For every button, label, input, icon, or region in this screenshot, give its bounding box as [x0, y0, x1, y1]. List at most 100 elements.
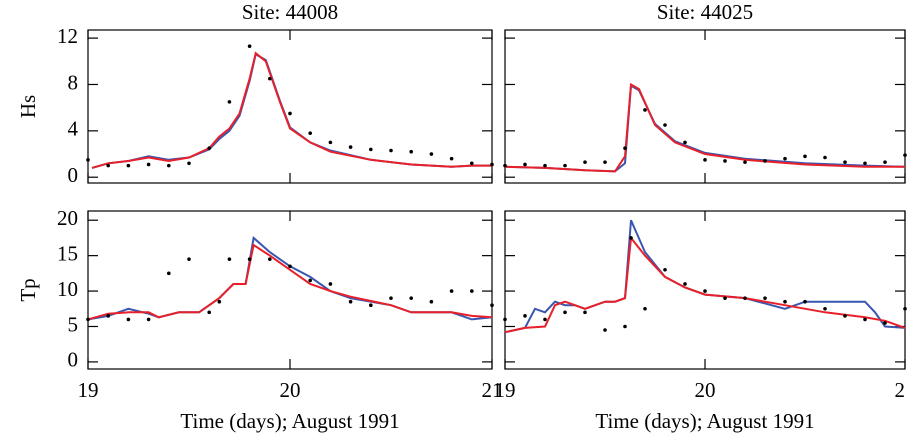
observation-dot	[126, 163, 131, 168]
observation-dot	[167, 163, 171, 168]
observation-dot	[328, 140, 333, 145]
y-tick-label: 8	[68, 70, 79, 94]
observation-dot	[449, 289, 454, 293]
observation-dot	[429, 152, 434, 156]
y-axis-label: Tp	[16, 278, 40, 301]
model-line	[504, 219, 906, 334]
observation-dot	[843, 160, 847, 164]
observation-dot	[490, 303, 494, 308]
observation-dot	[623, 324, 627, 329]
observation-dot	[663, 123, 667, 127]
model-line	[504, 235, 906, 334]
observation-dot	[663, 268, 667, 272]
plot-frame	[87, 210, 493, 370]
observation-dot	[683, 282, 687, 286]
model-line	[91, 52, 492, 169]
observation-dot	[723, 296, 727, 300]
observation-dot	[543, 317, 547, 322]
x-tick-label: 21	[895, 378, 907, 402]
observation-dot	[470, 161, 474, 166]
observation-dot	[643, 108, 647, 112]
observation-dot	[106, 314, 110, 318]
observation-dot	[563, 310, 567, 315]
observation-dot	[803, 299, 807, 304]
observation-dot	[247, 257, 252, 261]
observation-dot	[490, 162, 494, 167]
observation-dot	[470, 289, 474, 293]
observation-dot	[703, 158, 707, 162]
observation-dot	[629, 236, 633, 240]
y-tick-label: 0	[68, 163, 79, 187]
observation-dot	[288, 111, 292, 116]
observation-dot	[623, 146, 627, 151]
observation-dot	[429, 299, 434, 304]
observation-dot	[126, 317, 131, 322]
observation-dot	[369, 147, 373, 152]
observation-dot	[268, 76, 272, 81]
observation-dot	[823, 155, 827, 160]
x-tick-label: 21	[482, 378, 503, 402]
y-tick-label: 5	[68, 312, 79, 336]
observation-dot	[823, 306, 827, 311]
observation-dot	[863, 317, 867, 322]
observation-dot	[703, 289, 707, 293]
model-line	[504, 82, 905, 173]
observation-dot	[603, 328, 607, 332]
x-axis-label: Time (days); August 1991	[180, 409, 399, 433]
observation-dot	[106, 163, 110, 168]
observation-dot	[369, 303, 373, 308]
y-tick-label: 12	[57, 24, 78, 48]
x-tick-label: 20	[280, 378, 301, 402]
observation-dot	[903, 153, 907, 157]
observation-dot	[843, 314, 847, 318]
observation-dot	[583, 160, 587, 164]
observation-dot	[903, 306, 907, 311]
observation-dot	[563, 163, 567, 168]
observation-dot	[86, 158, 90, 162]
observation-dot	[883, 321, 887, 325]
model-line	[87, 235, 493, 321]
y-tick-label: 4	[68, 117, 79, 141]
x-tick-label: 19	[78, 378, 99, 402]
observation-dot	[167, 271, 171, 276]
observation-dot	[207, 146, 211, 151]
observation-dot	[763, 296, 767, 300]
observation-dot	[308, 278, 313, 283]
x-tick-label: 19	[495, 378, 516, 402]
y-tick-label: 15	[57, 241, 78, 265]
x-tick-label: 20	[695, 378, 716, 402]
x-axis-label: Time (days); August 1991	[595, 409, 814, 433]
y-axis-label: Hs	[16, 95, 40, 118]
observation-dot	[409, 296, 414, 300]
observation-dot	[227, 100, 232, 104]
observation-dot	[308, 131, 313, 135]
observation-dot	[543, 163, 547, 168]
observation-dot	[187, 257, 191, 261]
observation-dot	[783, 156, 787, 161]
y-tick-label: 20	[57, 206, 78, 230]
observation-dot	[146, 317, 151, 322]
observation-dot	[743, 296, 747, 300]
observation-dot	[328, 282, 333, 286]
observation-dot	[207, 310, 211, 315]
y-tick-label: 10	[57, 277, 78, 301]
observation-dot	[348, 299, 353, 304]
observation-dot	[227, 257, 232, 261]
observation-dot	[86, 317, 90, 322]
observation-dot	[146, 162, 151, 167]
observation-dot	[503, 317, 507, 322]
observation-dot	[783, 299, 787, 304]
observation-dot	[523, 314, 527, 318]
observation-dot	[643, 306, 647, 311]
observation-dot	[409, 149, 414, 154]
observation-dot	[268, 257, 272, 261]
observation-dot	[583, 310, 587, 315]
observation-dot	[523, 162, 527, 167]
observation-dot	[217, 299, 222, 304]
observation-dot	[288, 264, 292, 269]
observation-dot	[883, 160, 887, 164]
observation-dot	[247, 44, 252, 49]
observation-dot	[603, 160, 607, 164]
observation-dot	[449, 156, 454, 161]
